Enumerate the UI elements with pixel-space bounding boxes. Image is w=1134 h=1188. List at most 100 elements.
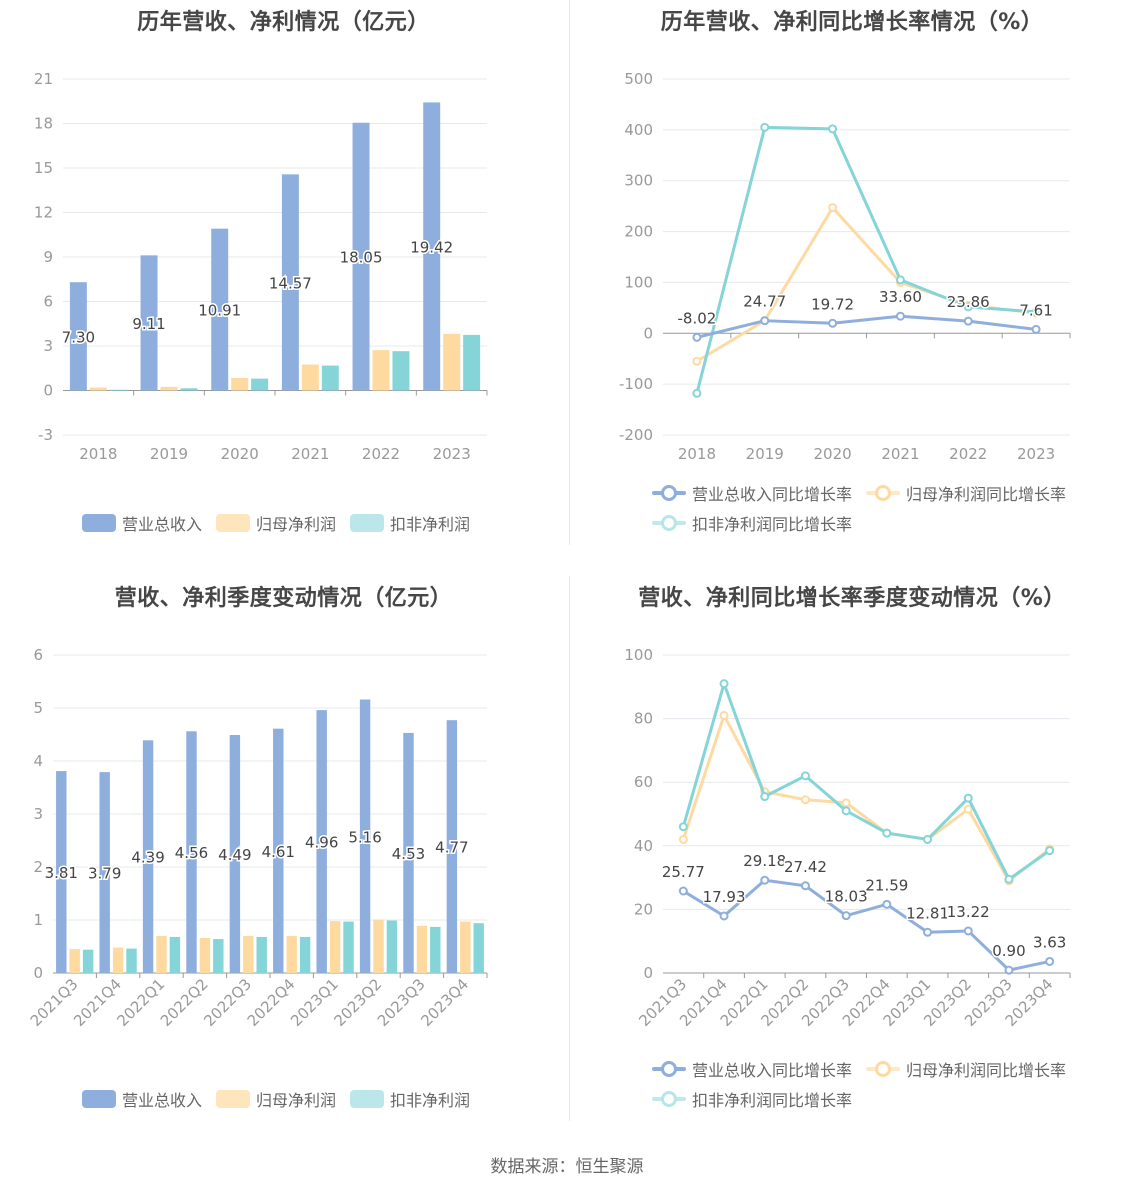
- legend-label: 营业总收入: [122, 515, 203, 534]
- legend-item-revenue-growth[interactable]: 营业总收入同比增长率: [652, 1057, 852, 1081]
- legend-item-revenue-growth[interactable]: 营业总收入同比增长率: [652, 481, 852, 505]
- x-tick-label: 2020: [813, 445, 851, 463]
- y-tick-label: 100: [624, 273, 653, 291]
- bar-deducted-profit: [180, 388, 198, 391]
- bar-data-label: 4.39: [131, 849, 164, 867]
- data-point-deducted-profit-growth: [760, 122, 770, 132]
- panel-divider: [569, 0, 570, 545]
- legend-item-net-profit-growth[interactable]: 归母净利润同比增长率: [866, 1057, 1066, 1081]
- y-tick-label: 6: [33, 646, 43, 664]
- legend-item-deducted-profit-growth[interactable]: 扣非净利润同比增长率: [652, 511, 852, 535]
- bar-data-label: 4.56: [175, 844, 208, 862]
- bar-revenue: [359, 699, 371, 973]
- bar-deducted-profit: [109, 389, 127, 391]
- bar-revenue: [56, 771, 67, 973]
- data-point-revenue-growth: [1004, 965, 1014, 975]
- series-line-revenue-growth: [696, 314, 1037, 339]
- legend-label: 营业总收入同比增长率: [692, 1061, 853, 1080]
- bar-deducted-profit: [169, 936, 181, 973]
- bar-deducted-profit: [251, 378, 269, 391]
- data-point-net-profit-growth: [678, 834, 688, 844]
- data-point-deducted-profit-growth: [719, 679, 729, 689]
- bar-net-profit: [443, 333, 461, 391]
- bar-net-profit: [373, 919, 384, 973]
- annual-growth-rate-plot: -200 -100 0 100 200 300 400 500 2018 2019 2020 2021…: [619, 70, 1071, 463]
- bar-deducted-profit: [392, 351, 410, 391]
- legend-swatch-net-profit-growth: [866, 484, 900, 502]
- legend-item-revenue[interactable]: 营业总收入: [82, 511, 202, 535]
- bar-net-profit: [69, 949, 80, 973]
- bar-data-label: 4.49: [218, 846, 251, 864]
- legend-item-net-profit-growth[interactable]: 归母净利润同比增长率: [866, 481, 1066, 505]
- legend-item-deducted-profit[interactable]: 扣非净利润: [350, 511, 470, 535]
- bar-revenue: [403, 732, 414, 973]
- annual-revenue-profit-chart: 历年营收、净利情况（亿元） -3 0 3 6 9 12 15 18 21 2018 2019 2020…: [0, 0, 567, 560]
- y-tick-label: 5: [33, 699, 43, 717]
- legend-item-net-profit[interactable]: 归母净利润: [216, 1087, 336, 1111]
- y-tick-label: 3: [43, 337, 53, 355]
- bar-revenue: [446, 720, 458, 973]
- bar-net-profit: [301, 364, 319, 391]
- legend-item-deducted-profit[interactable]: 扣非净利润: [350, 1087, 470, 1111]
- legend-label: 归母净利润同比增长率: [906, 485, 1067, 504]
- line-data-label: 7.61: [1019, 301, 1052, 319]
- data-point-deducted-profit-growth: [692, 388, 702, 398]
- legend-item-revenue[interactable]: 营业总收入: [82, 1087, 202, 1111]
- legend-item-net-profit[interactable]: 归母净利润: [216, 511, 336, 535]
- data-point-deducted-profit-growth: [828, 124, 838, 134]
- x-tick-label: 2022: [949, 445, 987, 463]
- bar-net-profit: [372, 350, 390, 391]
- bar-net-profit: [199, 938, 211, 973]
- legend-label: 归母净利润: [256, 1091, 337, 1110]
- y-tick-label: 21: [34, 70, 53, 88]
- bar-revenue: [211, 228, 229, 391]
- y-tick-label: 3: [33, 805, 43, 823]
- quarterly-revenue-profit-chart: 营收、净利季度变动情况（亿元） 0 1 2 3 4 5 6 2021Q3 2021Q4 2022Q…: [0, 576, 567, 1136]
- legend-swatch-net-profit: [216, 514, 250, 532]
- y-tick-label: 20: [634, 900, 653, 918]
- data-point-deducted-profit-growth: [923, 834, 933, 844]
- legend-label: 归母净利润: [256, 515, 337, 534]
- y-tick-label: 300: [624, 172, 653, 190]
- y-tick-label: 500: [624, 70, 653, 88]
- data-point-deducted-profit-growth: [963, 302, 973, 312]
- bar-data-label: 18.05: [340, 249, 383, 267]
- bar-revenue: [281, 174, 299, 391]
- bar-deducted-profit: [473, 923, 484, 973]
- series-line-deducted-profit-growth: [681, 682, 1051, 881]
- data-point-deducted-profit-growth: [882, 828, 892, 838]
- bar-net-profit: [160, 386, 178, 391]
- series-line-net-profit-growth: [681, 713, 1051, 883]
- data-point-revenue-growth: [841, 911, 851, 921]
- y-tick-label: 0: [643, 964, 653, 982]
- x-tick-label: 2018: [678, 445, 716, 463]
- y-tick-label: 0: [643, 324, 653, 342]
- chart-title: 历年营收、净利情况（亿元）: [137, 10, 430, 35]
- bar-revenue: [316, 710, 327, 973]
- legend-swatch-net-profit-growth: [866, 1060, 900, 1078]
- data-source-note: 数据来源：恒生聚源: [490, 1157, 644, 1177]
- x-tick-label: 2023Q4: [417, 975, 472, 1030]
- y-tick-label: 400: [624, 121, 653, 139]
- legend-swatch-revenue: [82, 1090, 116, 1108]
- chart-title: 营收、净利季度变动情况（亿元）: [114, 586, 453, 611]
- line-data-label: 17.93: [703, 888, 746, 906]
- y-tick-label: 200: [624, 223, 653, 241]
- bar-revenue: [69, 282, 87, 391]
- data-point-deducted-profit-growth: [963, 793, 973, 803]
- bar-net-profit: [460, 921, 471, 973]
- bar-revenue: [140, 255, 158, 391]
- data-point-revenue-growth: [678, 886, 688, 896]
- legend-label: 扣非净利润同比增长率: [692, 515, 853, 534]
- data-point-net-profit-growth: [719, 710, 729, 720]
- legend-item-deducted-profit-growth[interactable]: 扣非净利润同比增长率: [652, 1087, 852, 1111]
- series-line-deducted-profit-growth: [695, 125, 1037, 394]
- line-data-label: -8.02: [678, 309, 717, 327]
- data-point-revenue-growth: [800, 881, 810, 891]
- bar-data-label: 4.77: [435, 839, 468, 857]
- legend-label: 营业总收入: [122, 1091, 203, 1110]
- line-data-label: 19.72: [811, 295, 854, 313]
- y-tick-label: -3: [38, 426, 53, 444]
- bar-net-profit: [112, 947, 124, 973]
- panel-divider: [569, 576, 570, 1121]
